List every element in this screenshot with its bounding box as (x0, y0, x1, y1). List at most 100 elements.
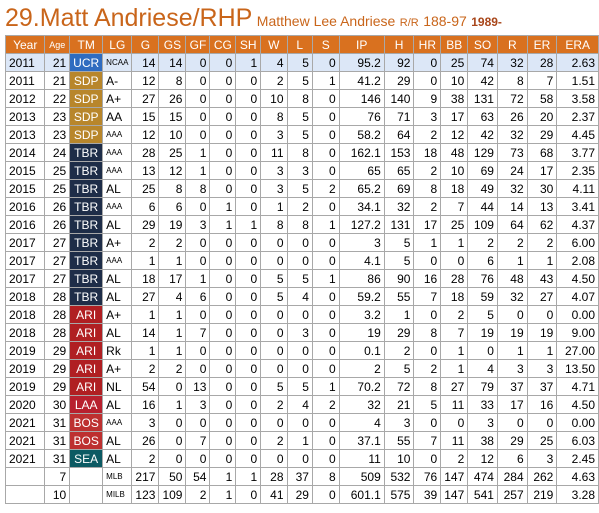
cell: 12 (131, 71, 160, 90)
cell: 14 (158, 53, 187, 72)
cell: 2017 (4, 251, 46, 270)
column-header: IP (338, 35, 385, 54)
cell: 8 (260, 107, 288, 126)
cell: TBR (69, 269, 104, 288)
cell: 0 (235, 89, 262, 108)
cell: 0 (260, 305, 288, 324)
cell: 10 (383, 449, 415, 468)
cell: 2 (131, 449, 160, 468)
cell: 55 (383, 431, 415, 450)
cell: 29 (286, 485, 313, 504)
cell: 28 (260, 467, 288, 486)
cell: 0 (158, 431, 187, 450)
cell: 0 (185, 449, 211, 468)
season-row: 2017 27 TBR A+ 2 2 0 0 0 0 0 0 3 5 1 1 2 2 2 6.00 (4, 233, 599, 252)
cell: 22 (44, 89, 71, 108)
cell: AAA (102, 197, 133, 216)
cell: 109 (158, 485, 187, 504)
cell: 1 (440, 341, 469, 360)
column-header: SO (467, 35, 498, 54)
cell: 76 (338, 107, 385, 126)
cell: 262 (526, 467, 558, 486)
cell: 1 (131, 341, 160, 360)
cell: 33 (467, 395, 498, 414)
cell: 70.2 (338, 377, 385, 396)
cell: 21 (383, 395, 415, 414)
cell: 76 (467, 269, 498, 288)
cell: 17 (526, 161, 558, 180)
cell: 32 (496, 125, 528, 144)
cell: 2 (413, 359, 442, 378)
season-row: 2012 22 SDP A+ 27 26 0 0 0 10 8 0 146 140 9 38 131 72 58 3.… (4, 89, 599, 108)
cell: 129 (467, 143, 498, 162)
cell: 1 (383, 305, 415, 324)
cell: 6 (158, 197, 187, 216)
cell: 2015 (4, 179, 46, 198)
cell: 16 (131, 395, 160, 414)
cell: 0 (311, 305, 340, 324)
cell: 2 (526, 233, 558, 252)
cell: 27 (526, 287, 558, 306)
cell: 10 (440, 71, 469, 90)
cell: 69 (383, 179, 415, 198)
cell: 11 (260, 143, 288, 162)
cell: 0 (235, 233, 262, 252)
cell: MILB (102, 485, 133, 504)
cell: 5 (286, 53, 313, 72)
cell: 8 (158, 179, 187, 198)
cell: 0 (311, 359, 340, 378)
cell: 2016 (4, 197, 46, 216)
cell: 8 (286, 215, 313, 234)
cell: 4 (467, 359, 498, 378)
cell: 62 (526, 215, 558, 234)
cell: 1 (526, 251, 558, 270)
cell: 0 (185, 89, 211, 108)
cell: 0 (526, 305, 558, 324)
season-row: 2015 25 TBR AL 25 8 8 0 0 3 5 2 65.2 69 8 18 49 32 30 4.11 (4, 179, 599, 198)
cell: 34.1 (338, 197, 385, 216)
cell: 2021 (4, 449, 46, 468)
totals-row: 7 MLB 217 50 54 1 1 28 37 8 509 532 76 147 474 284 262 4.… (4, 467, 599, 486)
cell: 28 (440, 269, 469, 288)
cell: 1.51 (556, 71, 599, 90)
cell: 2019 (4, 359, 46, 378)
cell: 25 (440, 53, 469, 72)
cell: 7 (440, 323, 469, 342)
cell: 17 (158, 269, 187, 288)
cell: 72 (496, 89, 528, 108)
cell: 14 (131, 323, 160, 342)
column-header: SH (235, 35, 262, 54)
cell: 42 (467, 71, 498, 90)
cell: 0 (158, 377, 187, 396)
cell: 0 (185, 413, 211, 432)
cell: 3 (467, 413, 498, 432)
cell: 2 (311, 395, 340, 414)
cell: 0 (413, 413, 442, 432)
cell: 0 (311, 251, 340, 270)
cell: 92 (383, 53, 415, 72)
cell: 0 (260, 449, 288, 468)
cell: 29 (383, 323, 415, 342)
cell: 0 (260, 251, 288, 270)
cell: 58 (526, 89, 558, 108)
cell: 32 (496, 287, 528, 306)
cell: 2019 (4, 377, 46, 396)
season-row: 2019 29 ARI NL 54 0 13 0 0 5 5 1 70.2 72 8 27 79 37 37 4.71 (4, 377, 599, 396)
cell: 0 (311, 431, 340, 450)
cell: 10 (440, 161, 469, 180)
cell: 31 (44, 449, 71, 468)
cell: 1 (209, 215, 237, 234)
cell: 25 (158, 143, 187, 162)
cell: 4.50 (556, 269, 599, 288)
cell: 49 (467, 179, 498, 198)
cell: 3.28 (556, 485, 599, 504)
season-row: 2014 24 TBR AAA 28 25 1 0 0 11 8 0 162.1 153 18 48 129 73… (4, 143, 599, 162)
title: 29.Matt Andriese/RHP (5, 4, 253, 32)
cell: 2 (131, 359, 160, 378)
cell: 0 (185, 305, 211, 324)
column-header: H (383, 35, 415, 54)
cell: 0 (209, 53, 237, 72)
cell: SDP (69, 89, 104, 108)
cell (69, 485, 104, 504)
cell: 31 (44, 431, 71, 450)
